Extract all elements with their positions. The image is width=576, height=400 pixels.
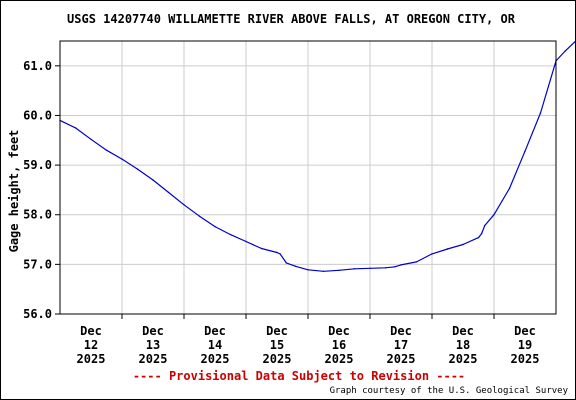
data-point-21 <box>338 269 340 271</box>
credit-text: Graph courtesy of the U.S. Geological Su… <box>330 386 569 396</box>
data-point-35 <box>508 187 511 190</box>
x-tick-label-line: 16 <box>332 338 346 352</box>
data-point-30 <box>462 243 464 246</box>
data-point-32 <box>480 232 483 235</box>
x-tick-label-line: Dec <box>514 324 536 338</box>
y-tick-label-4: 59.0 <box>23 158 52 172</box>
provisional-note: ---- Provisional Data Subject to Revisio… <box>133 369 465 383</box>
data-point-19 <box>307 269 309 271</box>
y-tick-labels: 56.0 57.0 58.0 59.0 60.0 61.0 <box>23 59 52 321</box>
data-point-18 <box>294 265 297 267</box>
x-tick-label-line: 18 <box>456 338 470 352</box>
y-tick-label-1: 56.0 <box>23 307 52 321</box>
x-tick-label-line: 17 <box>394 338 408 352</box>
data-point-17 <box>285 262 287 264</box>
x-tick-label-line: Dec <box>390 324 412 338</box>
data-point-2 <box>74 127 77 129</box>
x-tick-labels: Dec122025Dec132025Dec142025Dec152025Dec1… <box>77 324 540 366</box>
data-point-34 <box>493 214 495 216</box>
x-tick-label-line: 2025 <box>77 352 106 366</box>
data-point-37 <box>539 112 542 114</box>
data-point-36 <box>524 150 526 152</box>
x-tick-label-line: 19 <box>518 338 532 352</box>
data-point-3 <box>90 138 92 140</box>
data-point-25 <box>394 266 396 268</box>
data-point-26 <box>400 264 402 266</box>
data-point-31 <box>477 236 480 239</box>
data-point-7 <box>152 179 154 181</box>
data-point-22 <box>353 268 356 270</box>
data-point-29 <box>446 248 449 250</box>
data-point-9 <box>183 204 185 206</box>
data-point-4 <box>105 149 108 151</box>
x-tick-label-line: Dec <box>452 324 474 338</box>
data-point-15 <box>276 251 278 254</box>
data-point-40 <box>573 41 575 43</box>
data-point-8 <box>167 191 170 194</box>
data-point-24 <box>384 267 387 269</box>
x-tick-label-line: 2025 <box>201 352 230 366</box>
x-tick-label-line: 14 <box>208 338 222 352</box>
x-tick-label-line: 2025 <box>449 352 478 366</box>
x-tick-label-line: Dec <box>266 324 288 338</box>
chart-title: USGS 14207740 WILLAMETTE RIVER ABOVE FAL… <box>67 12 516 26</box>
y-tick-label-2: 57.0 <box>23 257 52 271</box>
x-tick-label-line: Dec <box>204 324 226 338</box>
data-point-33 <box>484 224 486 227</box>
x-tick-label-line: 2025 <box>139 352 168 366</box>
x-tick-label-line: 2025 <box>325 352 354 366</box>
series-line-1 <box>59 41 575 272</box>
data-point-28 <box>431 253 433 255</box>
data-point-5 <box>121 158 123 160</box>
data-point-11 <box>214 225 216 228</box>
x-tick-label-line: Dec <box>80 324 102 338</box>
data-point-14 <box>260 247 263 250</box>
data-point-13 <box>245 240 247 243</box>
data-point-23 <box>369 267 371 269</box>
x-tick-label-line: 2025 <box>387 352 416 366</box>
y-tick-label-5: 60.0 <box>23 108 52 122</box>
data-point-20 <box>322 270 325 272</box>
data-point-16 <box>279 253 281 255</box>
y-tick-label-3: 58.0 <box>23 208 52 222</box>
data-point-6 <box>136 168 139 170</box>
grid-layer <box>60 41 556 314</box>
data-layer <box>59 41 575 272</box>
data-point-12 <box>229 233 232 236</box>
tick-layer <box>55 65 495 319</box>
y-axis-label: Gage height, feet <box>7 130 21 253</box>
data-point-27 <box>415 261 418 263</box>
y-tick-label-6: 61.0 <box>23 59 52 73</box>
data-point-39 <box>564 50 566 52</box>
x-tick-label-line: 2025 <box>511 352 540 366</box>
x-tick-label-line: 15 <box>270 338 284 352</box>
x-tick-label-line: 13 <box>146 338 160 352</box>
x-tick-label-line: Dec <box>142 324 164 338</box>
x-tick-label-line: Dec <box>328 324 350 338</box>
x-tick-label-line: 2025 <box>263 352 292 366</box>
data-point-10 <box>198 215 201 217</box>
x-tick-label-line: 12 <box>84 338 98 352</box>
